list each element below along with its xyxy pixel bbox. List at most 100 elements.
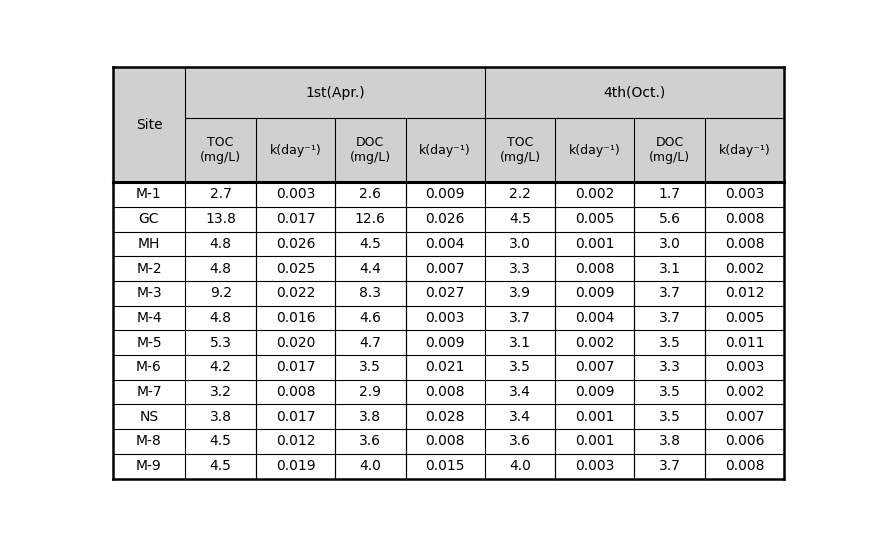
- Text: M-7: M-7: [136, 385, 162, 399]
- Text: 0.016: 0.016: [276, 311, 315, 325]
- Text: 0.026: 0.026: [276, 237, 315, 251]
- Text: 8.3: 8.3: [360, 286, 382, 300]
- Text: 0.015: 0.015: [425, 459, 465, 473]
- Text: 3.8: 3.8: [659, 435, 681, 449]
- Text: 3.0: 3.0: [509, 237, 531, 251]
- Text: 4th(Oct.): 4th(Oct.): [603, 86, 666, 99]
- Text: 4.8: 4.8: [210, 261, 232, 275]
- Text: 12.6: 12.6: [355, 212, 386, 226]
- Text: 3.7: 3.7: [509, 311, 531, 325]
- Text: 0.001: 0.001: [575, 237, 615, 251]
- Text: 0.009: 0.009: [425, 336, 465, 350]
- Text: 0.025: 0.025: [276, 261, 315, 275]
- Text: 0.003: 0.003: [725, 360, 765, 374]
- Text: 0.009: 0.009: [575, 286, 615, 300]
- Text: 3.7: 3.7: [659, 311, 681, 325]
- Text: 0.004: 0.004: [575, 311, 614, 325]
- Text: 3.0: 3.0: [659, 237, 681, 251]
- Text: 4.0: 4.0: [360, 459, 382, 473]
- Text: k(day⁻¹): k(day⁻¹): [569, 144, 621, 157]
- Text: 4.6: 4.6: [360, 311, 382, 325]
- Text: 5.3: 5.3: [210, 336, 232, 350]
- Text: 4.4: 4.4: [360, 261, 382, 275]
- Text: 0.008: 0.008: [724, 212, 765, 226]
- Text: 0.008: 0.008: [724, 237, 765, 251]
- Text: 4.5: 4.5: [360, 237, 382, 251]
- Text: 4.7: 4.7: [360, 336, 382, 350]
- Text: 0.008: 0.008: [425, 435, 465, 449]
- Text: 9.2: 9.2: [210, 286, 232, 300]
- Text: 0.021: 0.021: [425, 360, 465, 374]
- Text: M-8: M-8: [136, 435, 162, 449]
- Text: DOC
(mg/L): DOC (mg/L): [649, 136, 690, 164]
- Text: 3.1: 3.1: [659, 261, 681, 275]
- Text: 3.5: 3.5: [659, 385, 681, 399]
- Text: 0.008: 0.008: [575, 261, 615, 275]
- Text: 0.001: 0.001: [575, 435, 615, 449]
- Text: MH: MH: [137, 237, 160, 251]
- Text: 4.0: 4.0: [509, 459, 531, 473]
- Text: 4.8: 4.8: [210, 311, 232, 325]
- Text: k(day⁻¹): k(day⁻¹): [270, 144, 321, 157]
- Text: 3.8: 3.8: [360, 410, 382, 424]
- Text: 2.6: 2.6: [360, 187, 382, 201]
- Text: 0.017: 0.017: [276, 410, 315, 424]
- Text: 3.5: 3.5: [659, 410, 681, 424]
- Text: M-2: M-2: [136, 261, 162, 275]
- Text: k(day⁻¹): k(day⁻¹): [419, 144, 471, 157]
- Bar: [113, 182, 784, 478]
- Text: 3.4: 3.4: [509, 410, 531, 424]
- Text: 0.017: 0.017: [276, 212, 315, 226]
- Text: 0.008: 0.008: [425, 385, 465, 399]
- Text: 0.009: 0.009: [575, 385, 615, 399]
- Text: 3.7: 3.7: [659, 286, 681, 300]
- Text: 0.012: 0.012: [724, 286, 765, 300]
- Text: 3.1: 3.1: [509, 336, 531, 350]
- Text: 3.3: 3.3: [509, 261, 531, 275]
- Text: 0.003: 0.003: [425, 311, 465, 325]
- Text: 0.005: 0.005: [575, 212, 614, 226]
- Text: NS: NS: [139, 410, 158, 424]
- Text: 3.6: 3.6: [509, 435, 531, 449]
- Text: 2.7: 2.7: [210, 187, 232, 201]
- Text: 0.006: 0.006: [724, 435, 765, 449]
- Text: 3.2: 3.2: [210, 385, 232, 399]
- Text: 0.003: 0.003: [276, 187, 315, 201]
- Text: 0.002: 0.002: [725, 385, 765, 399]
- Text: TOC
(mg/L): TOC (mg/L): [500, 136, 541, 164]
- Text: 3.5: 3.5: [360, 360, 382, 374]
- Text: 0.022: 0.022: [276, 286, 315, 300]
- Text: 0.009: 0.009: [425, 187, 465, 201]
- Text: M-9: M-9: [136, 459, 162, 473]
- Text: GC: GC: [139, 212, 159, 226]
- Text: M-5: M-5: [136, 336, 162, 350]
- Text: 0.002: 0.002: [575, 336, 614, 350]
- Text: 3.7: 3.7: [659, 459, 681, 473]
- Text: 2.2: 2.2: [509, 187, 531, 201]
- Text: 3.8: 3.8: [210, 410, 232, 424]
- Text: 1.7: 1.7: [659, 187, 681, 201]
- Text: 0.020: 0.020: [276, 336, 315, 350]
- Text: 0.003: 0.003: [575, 459, 614, 473]
- Text: 0.003: 0.003: [725, 187, 765, 201]
- Text: M-1: M-1: [136, 187, 162, 201]
- Text: 0.002: 0.002: [725, 261, 765, 275]
- Text: 0.005: 0.005: [725, 311, 765, 325]
- Text: 3.3: 3.3: [659, 360, 681, 374]
- Bar: [113, 67, 784, 182]
- Text: 3.6: 3.6: [360, 435, 382, 449]
- Text: 3.5: 3.5: [659, 336, 681, 350]
- Text: 0.001: 0.001: [575, 410, 615, 424]
- Text: k(day⁻¹): k(day⁻¹): [718, 144, 771, 157]
- Text: 4.5: 4.5: [509, 212, 531, 226]
- Text: 5.6: 5.6: [659, 212, 681, 226]
- Text: 0.007: 0.007: [575, 360, 614, 374]
- Text: M-6: M-6: [136, 360, 162, 374]
- Text: Site: Site: [136, 118, 162, 132]
- Text: 0.027: 0.027: [425, 286, 465, 300]
- Text: DOC
(mg/L): DOC (mg/L): [350, 136, 391, 164]
- Text: 13.8: 13.8: [206, 212, 236, 226]
- Text: TOC
(mg/L): TOC (mg/L): [200, 136, 242, 164]
- Text: 0.004: 0.004: [425, 237, 465, 251]
- Text: 4.8: 4.8: [210, 237, 232, 251]
